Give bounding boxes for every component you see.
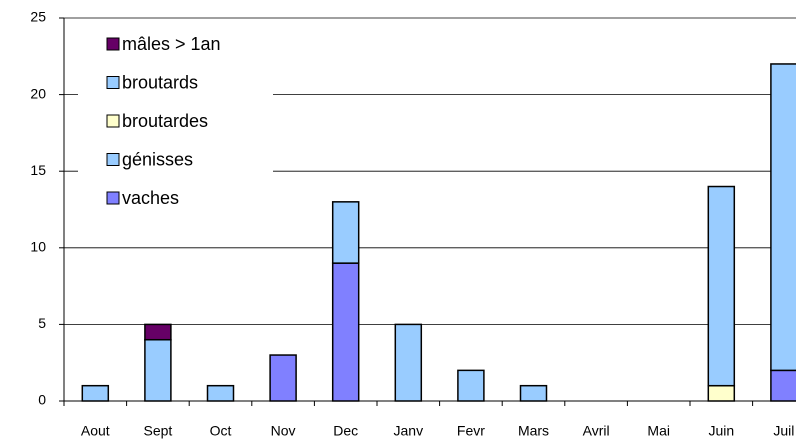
x-tick-label: Fevr <box>457 423 485 439</box>
y-tick-label: 20 <box>30 85 46 101</box>
bar-segment <box>457 369 485 402</box>
x-tick-label: Nov <box>271 423 296 439</box>
bar-segment <box>770 369 796 402</box>
bar-segment <box>707 185 736 387</box>
legend-swatch <box>106 153 120 166</box>
legend-swatch <box>106 191 120 205</box>
bar-segment <box>144 323 172 341</box>
x-tick-label: Juin <box>708 423 734 439</box>
x-tick-label: Oct <box>210 423 232 439</box>
x-tick-label: Sept <box>143 423 172 439</box>
bar-segment <box>770 63 796 372</box>
bar-segment <box>144 338 172 402</box>
bar-segment <box>519 384 548 402</box>
legend-swatch <box>106 37 120 51</box>
bar-segment <box>707 384 736 402</box>
x-tick-label: Dec <box>333 423 358 439</box>
bar-segment <box>394 323 423 402</box>
x-tick-label: Avril <box>583 423 610 439</box>
legend-label: mâles > 1an <box>122 34 221 54</box>
x-tick-label: Mai <box>647 423 670 439</box>
legend-swatch <box>106 76 120 89</box>
legend-swatch <box>106 114 120 128</box>
y-tick-label: 15 <box>30 162 46 178</box>
legend-label: génisses <box>122 149 193 169</box>
y-tick-label: 25 <box>30 9 46 25</box>
y-tick-label: 10 <box>30 239 46 255</box>
y-tick-label: 0 <box>38 392 46 408</box>
bar-segment <box>81 384 110 402</box>
bar-segment <box>331 201 360 264</box>
legend-label: broutardes <box>122 111 208 131</box>
bar-segment <box>331 262 360 402</box>
legend-label: vaches <box>122 188 179 208</box>
x-tick-label: Mars <box>518 423 549 439</box>
y-tick-label: 5 <box>38 315 46 331</box>
x-tick-label: Janv <box>394 423 424 439</box>
bar-segment <box>206 384 235 402</box>
bar-segment <box>269 354 297 402</box>
legend-label: broutards <box>122 72 198 92</box>
x-tick-label: Aout <box>81 423 110 439</box>
x-tick-label: Juil <box>773 423 794 439</box>
